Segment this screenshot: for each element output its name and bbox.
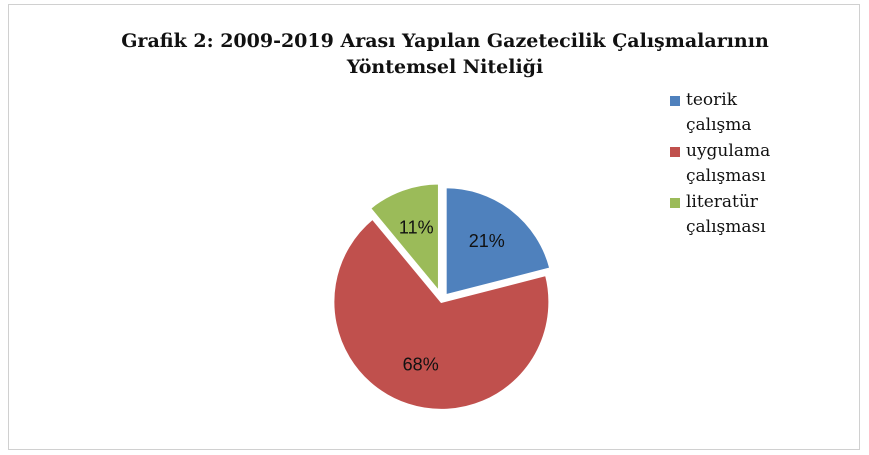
legend-entry: literatür çalışması — [668, 190, 778, 240]
legend-entry: teorik çalışma — [668, 88, 778, 138]
legend: teorik çalışma uygulama çalışması literatü… — [668, 88, 778, 241]
legend-label: uygulama çalışması — [686, 141, 771, 186]
pie-slice — [368, 182, 440, 295]
chart-title: Grafik 2: 2009-2019 Arası Yapılan Gazete… — [121, 30, 769, 78]
legend-swatch — [670, 147, 680, 157]
chart-frame — [8, 4, 860, 450]
data-label: 11% — [399, 217, 434, 237]
data-label: 68% — [403, 354, 439, 374]
legend-swatch — [670, 96, 680, 106]
legend-label: literatür çalışması — [686, 192, 766, 237]
pie-slice — [332, 217, 551, 411]
legend-label: teorik çalışma — [686, 90, 752, 135]
legend-entry: uygulama çalışması — [668, 139, 778, 189]
data-label: 21% — [469, 231, 505, 251]
pie-slice — [444, 186, 552, 297]
legend-swatch — [670, 198, 680, 208]
